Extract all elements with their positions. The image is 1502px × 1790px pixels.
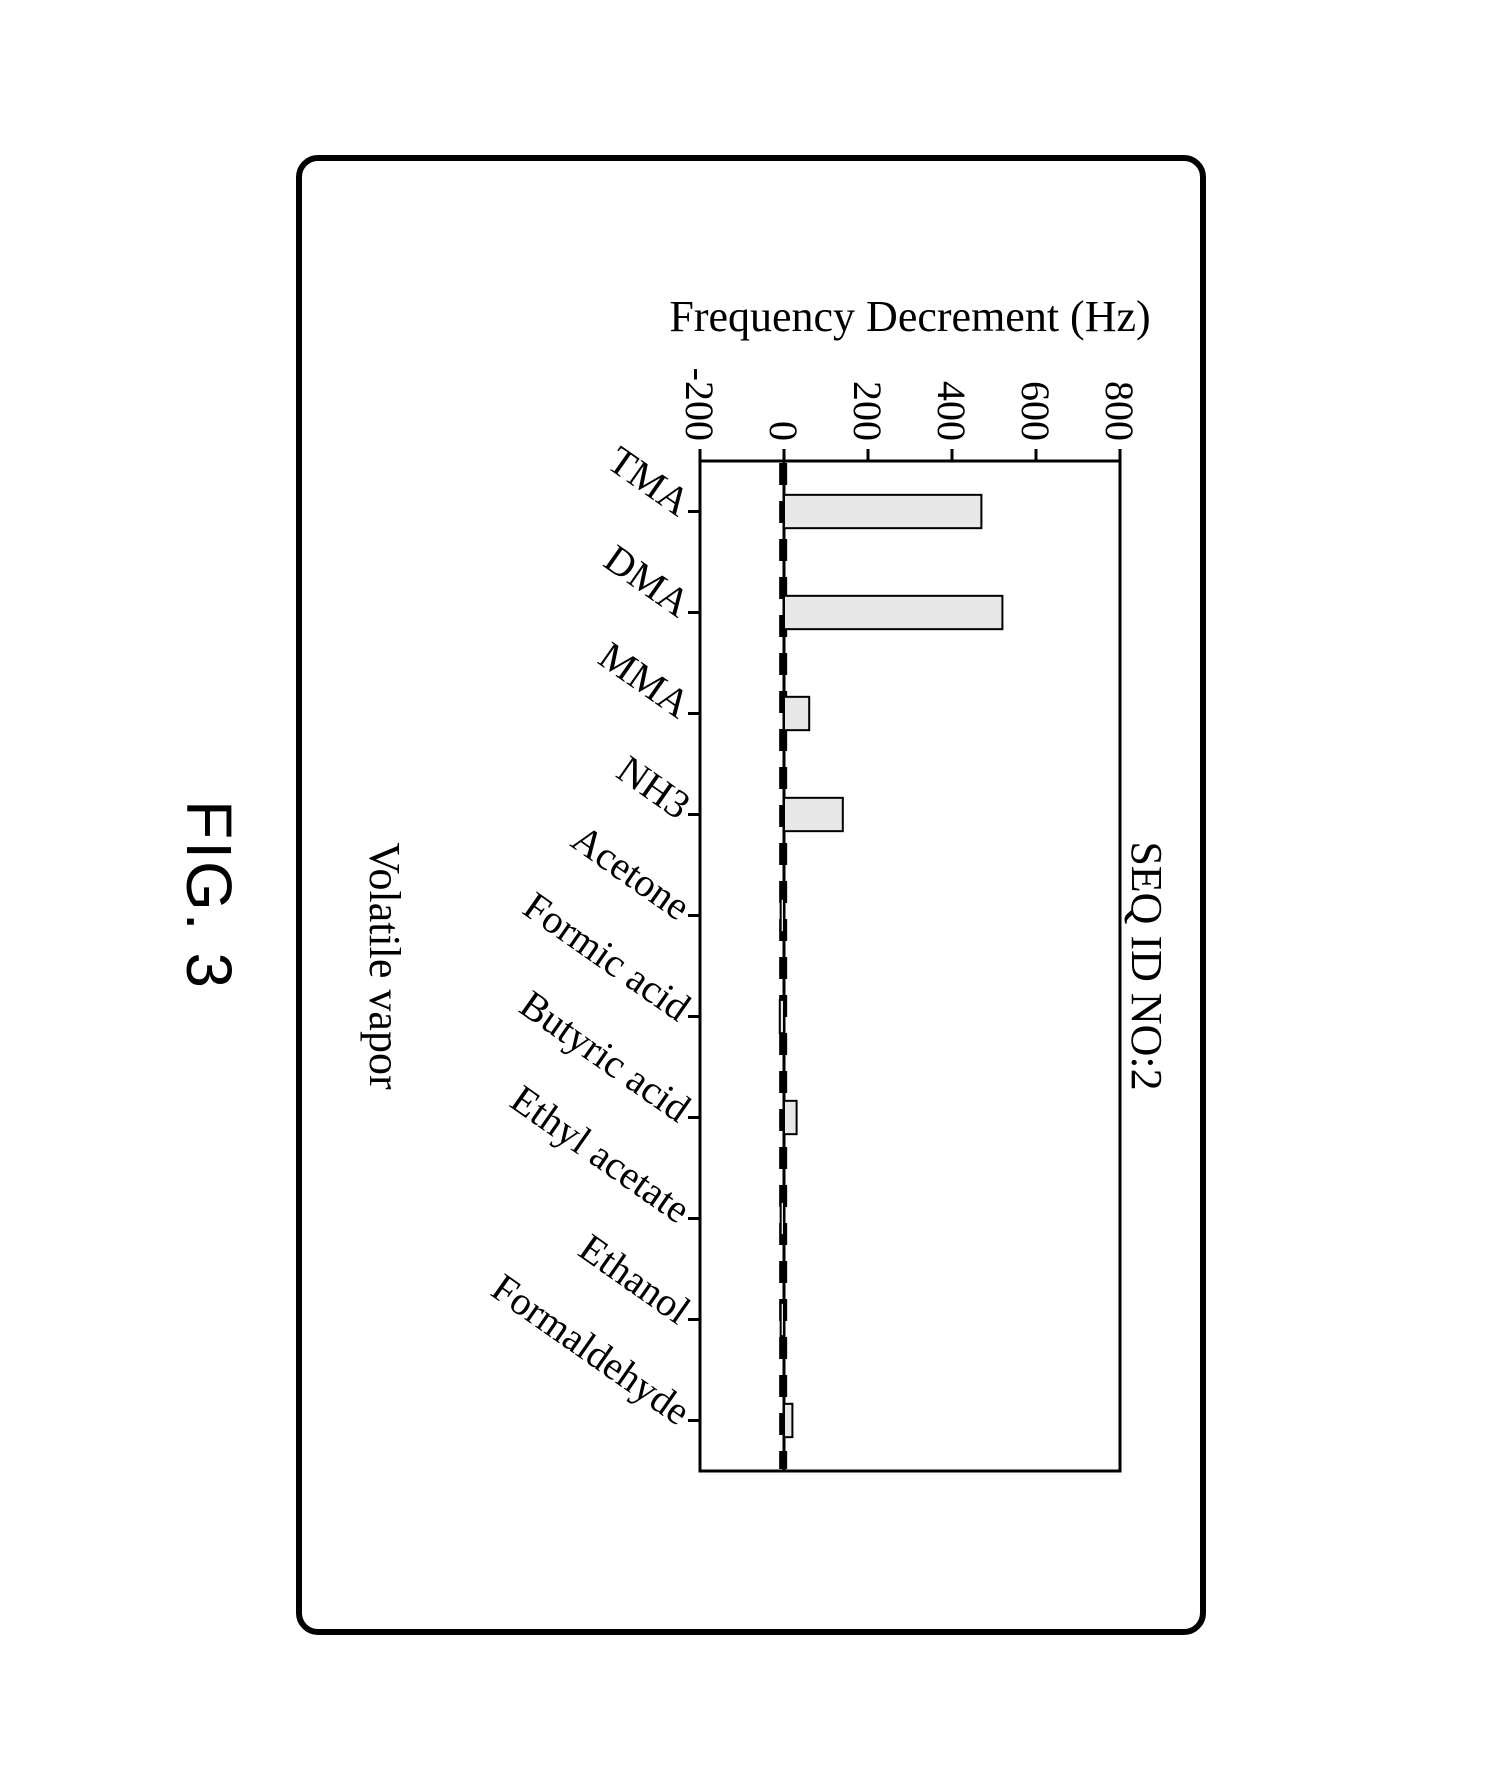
ytick-label: -200 <box>677 368 722 441</box>
bar <box>784 1101 797 1134</box>
bar <box>781 1202 784 1235</box>
bar <box>781 899 784 932</box>
figure-caption-text: FIG. 3 <box>173 800 245 990</box>
rotated-figure-wrapper: SEQ ID NO:2 -200 0 200 400 600 800 TMA DMAMMA NH3… <box>296 155 1206 1635</box>
bar <box>784 697 809 730</box>
bar <box>784 798 843 831</box>
xtick-label: NH3 <box>609 746 699 827</box>
figure-caption: FIG. 3 <box>172 800 246 990</box>
xtick-label: TMA <box>600 437 699 525</box>
chart-title: SEQ ID NO:2 <box>1122 841 1171 1090</box>
xtick-label: Ethanol <box>571 1225 699 1333</box>
bar <box>780 1000 784 1033</box>
ytick-label: 400 <box>929 381 974 441</box>
y-axis-label: Frequency Decrement (Hz) <box>669 292 1150 341</box>
bar <box>784 596 1002 629</box>
bar-chart: SEQ ID NO:2 -200 0 200 400 600 800 TMA DMAMMA NH3… <box>300 161 1180 1629</box>
xtick-label: DMA <box>596 535 698 625</box>
ytick-label: 200 <box>845 381 890 441</box>
bar <box>784 1404 792 1437</box>
page: SEQ ID NO:2 -200 0 200 400 600 800 TMA DMAMMA NH3… <box>0 0 1502 1790</box>
ytick-label: 600 <box>1013 381 1058 441</box>
xtick-label: MMA <box>591 633 699 727</box>
ytick-label: 0 <box>761 421 806 441</box>
bar <box>784 495 981 528</box>
bar <box>781 1303 784 1336</box>
ytick-label: 800 <box>1097 381 1142 441</box>
x-axis-label: Volatile vapor <box>360 842 409 1090</box>
figure-frame: SEQ ID NO:2 -200 0 200 400 600 800 TMA DMAMMA NH3… <box>296 155 1206 1635</box>
chart-holder: SEQ ID NO:2 -200 0 200 400 600 800 TMA DMAMMA NH3… <box>300 161 1180 1629</box>
